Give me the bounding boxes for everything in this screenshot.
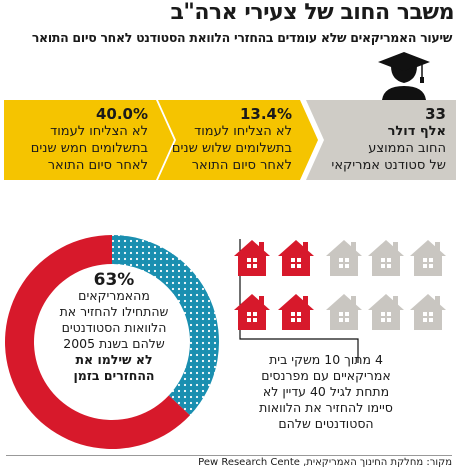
- stat-three-years: 13.4% לא הצליחו לעמוד בתשלומים שלוש שנים…: [158, 100, 318, 180]
- house-icon-indebted: [234, 240, 270, 276]
- donut-line: שלהם בשנת 2005: [63, 336, 165, 351]
- stat-value: 33: [425, 105, 446, 123]
- stat-line: לאחר סיום התואר: [191, 158, 292, 173]
- house-icon-clear: [326, 294, 362, 330]
- stat-five-years: 40.0% לא הצליחו לעמוד בתשלומים חמש שנים …: [4, 100, 174, 180]
- stat-line: החוב הממוצע: [368, 141, 446, 156]
- houses-note-line: מתחת לגיל 40 עדיין לא: [262, 384, 390, 399]
- stat-line: אלף דולר: [387, 124, 446, 139]
- house-icon-clear: [326, 240, 362, 276]
- houses-pictogram: [234, 240, 446, 330]
- stat-background: [306, 100, 456, 180]
- donut-line: מהאמריקאים: [78, 288, 150, 303]
- page-title: משבר החוב של צעירי ארה"ב: [170, 0, 454, 25]
- callout-line: [239, 239, 359, 363]
- houses-note-line: אמריקאיים עם מפרנסים: [261, 368, 391, 383]
- houses-note-line: סיימו להחזיר את הלוואות: [259, 400, 393, 415]
- stat-background: [4, 100, 174, 180]
- donut-label: 63% מהאמריקאים שהתחילו להחזיר את הלוואות…: [52, 272, 176, 384]
- donut-percent: 63%: [93, 270, 135, 290]
- stat-background: [158, 100, 318, 180]
- source-note: מקור: מחלקת החינוך האמריקאית, Pew Resear…: [6, 455, 452, 468]
- house-icon-clear: [410, 294, 446, 330]
- stat-line: לא הצליחו לעמוד: [194, 124, 292, 139]
- donut-line: הלוואות הסטודנטים: [61, 320, 167, 335]
- page-subtitle: שיעור האמריקאים שלא עומדים בהחזרי הלוואת…: [31, 30, 452, 45]
- stat-line: בתשלומים שלוש שנים: [171, 141, 292, 156]
- stat-average-debt: 33 אלף דולר החוב הממוצע של סטודנט אמריקא…: [306, 100, 456, 180]
- stat-line: לא הצליחו לעמוד: [50, 124, 148, 139]
- house-icon-clear: [368, 240, 404, 276]
- house-icon-indebted: [278, 240, 314, 276]
- house-icon-clear: [410, 240, 446, 276]
- stat-value: 13.4%: [239, 105, 292, 123]
- houses-note: 4 מתוך 10 משקי בית אמריקאיים עם מפרנסים …: [246, 352, 406, 432]
- stats-row: 33 אלף דולר החוב הממוצע של סטודנט אמריקא…: [4, 100, 456, 180]
- stat-line: לאחר סיום התואר: [47, 158, 148, 173]
- stat-line: בתשלומים חמש שנים: [30, 141, 148, 156]
- stat-line: של סטודנט אמריקאי: [331, 158, 446, 173]
- donut-line: שהתחילו להחזיר את: [59, 304, 169, 319]
- stat-value: 40.0%: [95, 105, 148, 123]
- houses-note-line: 4 מתוך 10 משקי בית: [269, 352, 383, 367]
- house-icon-indebted: [234, 294, 270, 330]
- donut-slice-late: [4, 235, 190, 449]
- houses-note-line: הסטודנטים שלהם: [278, 416, 374, 431]
- donut-chart: [4, 235, 219, 449]
- donut-line-bold: ההחזרים בזמן: [73, 368, 155, 383]
- donut-line-bold: לא שילמו את: [75, 352, 153, 367]
- donut-slice-other: [112, 235, 219, 416]
- graduate-icon: [378, 52, 430, 100]
- house-icon-indebted: [278, 294, 314, 330]
- house-icon-clear: [368, 294, 404, 330]
